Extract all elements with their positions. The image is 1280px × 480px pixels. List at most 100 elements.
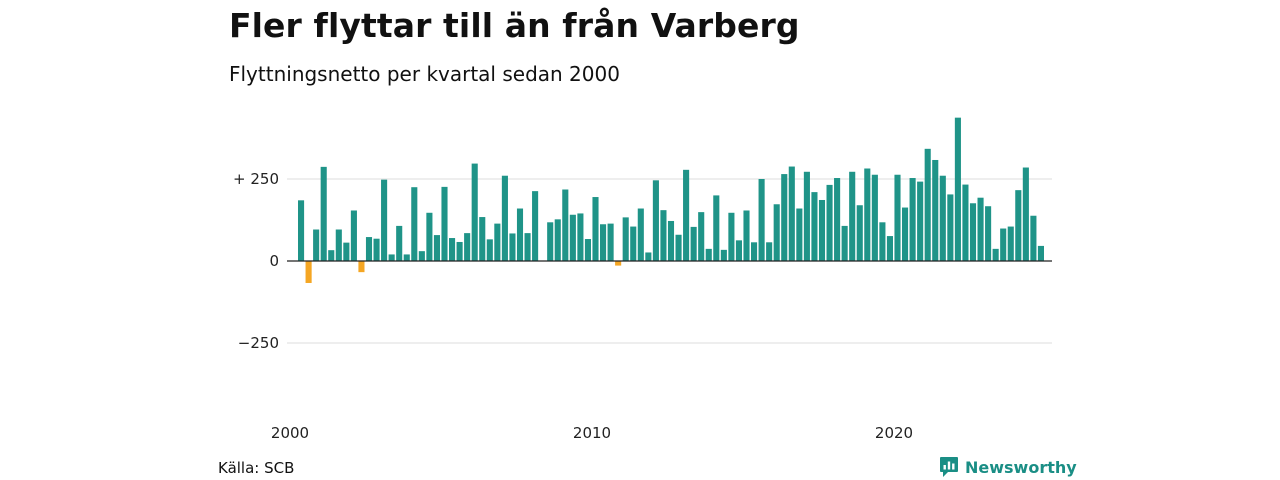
chart-subtitle: Flyttningsnetto per kvartal sedan 2000 [229,62,620,86]
bar [826,184,833,261]
bar [894,174,901,261]
bar [690,226,697,261]
bar [426,212,433,261]
bar [343,242,350,261]
bar [713,195,720,261]
bar [501,175,508,261]
bar [320,166,327,261]
bar [667,220,675,261]
bar [683,169,690,261]
bar [298,200,305,261]
bar [834,178,841,261]
bar [886,236,893,261]
bar [584,239,591,261]
bar [569,214,576,261]
bar [547,222,554,261]
bar [471,163,478,261]
bar [607,223,614,261]
bar [818,199,826,261]
bar [516,208,524,261]
bar [924,148,931,261]
bar [411,187,418,261]
bar [871,174,878,261]
bar [630,226,637,261]
bar [766,242,773,261]
bar [1000,228,1007,261]
bar [479,217,486,261]
bar [350,210,357,261]
bar [486,239,493,261]
bar [373,238,380,261]
bar [841,225,848,261]
x-tick-label: 2000 [271,424,309,442]
bar [509,233,516,261]
bar [751,242,758,261]
bar [917,181,924,261]
bar [1015,190,1022,261]
bar [358,261,365,273]
bar [902,207,909,261]
bar [758,179,765,261]
bar [977,197,984,261]
bar [743,210,750,261]
bar [992,248,999,261]
bar [313,229,320,261]
bar [788,166,795,261]
bar [524,233,531,261]
bar [464,233,471,261]
bar [418,251,425,261]
bar [1007,226,1014,261]
bar [305,261,312,283]
bar [449,238,456,261]
bar [803,171,810,261]
bar [735,240,742,261]
bar [962,184,969,261]
y-tick-label: 0 [269,252,279,270]
bar [954,117,961,261]
bar [796,208,803,261]
bar [1022,167,1029,261]
bar [615,261,622,266]
bar [947,194,954,261]
bar [969,203,977,261]
bar [365,237,373,261]
y-tick-label: + 250 [233,170,279,188]
bar [600,224,607,261]
bar [781,174,788,261]
bar [728,212,735,261]
bar [532,191,539,261]
brand-name: Newsworthy [965,457,1077,477]
bar [675,234,682,261]
bar [381,179,388,261]
newsworthy-logo-icon [940,457,958,477]
bar [456,241,463,261]
bar [622,217,629,261]
bar [433,235,440,261]
bar [494,223,501,261]
bar [645,252,652,261]
bar [637,208,644,261]
bar [592,197,599,261]
bar [705,248,712,261]
bar [909,178,916,261]
bar [773,204,780,261]
y-tick-label: −250 [238,334,279,352]
brand-logo: Newsworthy [939,456,1077,478]
bar [864,168,871,261]
bar [554,219,561,261]
bar [441,186,448,261]
bar [985,206,992,261]
x-tick-label: 2020 [875,424,913,442]
bar [328,250,335,261]
chart-title: Fler flyttar till än från Varberg [229,6,800,45]
bar [811,192,818,261]
bar [335,229,342,261]
source-note: Källa: SCB [218,459,295,477]
bar [1030,215,1037,261]
bar [849,171,856,261]
x-tick-label: 2010 [573,424,611,442]
bar [939,175,946,261]
bar [396,225,403,261]
bar [1037,245,1044,261]
bar [403,254,410,261]
